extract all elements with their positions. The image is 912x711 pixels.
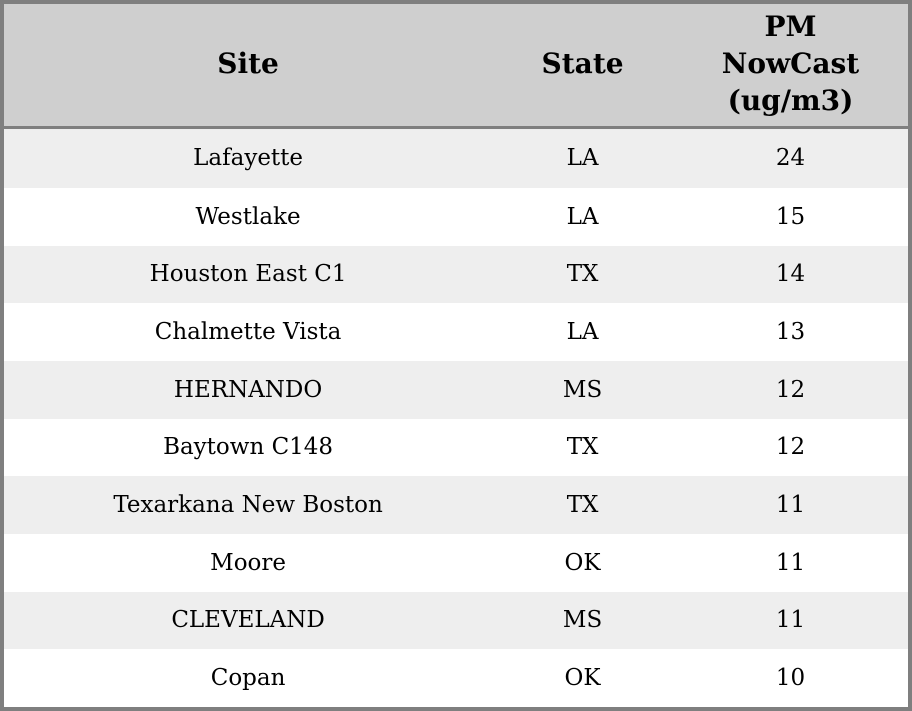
site-cell: Chalmette Vista <box>4 303 493 361</box>
pm-value-cell: 15 <box>672 187 908 246</box>
air-quality-table: Site State PM NowCast (ug/m3) Lafayette … <box>4 4 908 707</box>
pm-value-cell: 12 <box>672 360 908 419</box>
table-body: Lafayette LA 24 Westlake LA 15 Houston E… <box>4 127 908 707</box>
state-cell: LA <box>492 127 673 188</box>
table-row: Lafayette LA 24 <box>4 127 908 188</box>
header-row: Site State PM NowCast (ug/m3) <box>4 4 908 129</box>
table-row: Moore OK 11 <box>4 533 908 592</box>
pm-value-cell: 10 <box>672 649 908 707</box>
pm-value-cell: 24 <box>672 127 908 188</box>
pm-value-cell: 12 <box>672 418 908 477</box>
site-cell: Copan <box>4 649 493 707</box>
table-row: CLEVELAND MS 11 <box>4 591 908 650</box>
table-row: Copan OK 10 <box>4 649 908 707</box>
pm-value-cell: 11 <box>672 591 908 650</box>
state-cell: OK <box>492 533 673 592</box>
table-row: HERNANDO MS 12 <box>4 360 908 419</box>
site-cell: Lafayette <box>4 127 493 188</box>
site-cell: Baytown C148 <box>4 418 493 477</box>
table-row: Houston East C1 TX 14 <box>4 245 908 304</box>
column-header-site: Site <box>4 4 493 129</box>
table-row: Texarkana New Boston TX 11 <box>4 476 908 534</box>
table-row: Chalmette Vista LA 13 <box>4 303 908 361</box>
site-cell: Texarkana New Boston <box>4 476 493 534</box>
state-cell: MS <box>492 360 673 419</box>
state-cell: LA <box>492 187 673 246</box>
site-cell: CLEVELAND <box>4 591 493 650</box>
state-cell: TX <box>492 245 673 304</box>
site-cell: Moore <box>4 533 493 592</box>
column-header-pm-nowcast: PM NowCast (ug/m3) <box>672 4 908 129</box>
pm-value-cell: 11 <box>672 476 908 534</box>
state-cell: TX <box>492 476 673 534</box>
site-cell: HERNANDO <box>4 360 493 419</box>
state-cell: TX <box>492 418 673 477</box>
state-cell: MS <box>492 591 673 650</box>
column-header-state: State <box>492 4 673 129</box>
state-cell: OK <box>492 649 673 707</box>
site-cell: Westlake <box>4 187 493 246</box>
site-cell: Houston East C1 <box>4 245 493 304</box>
table-row: Baytown C148 TX 12 <box>4 418 908 477</box>
pm-value-cell: 14 <box>672 245 908 304</box>
pm-value-cell: 11 <box>672 533 908 592</box>
table-row: Westlake LA 15 <box>4 187 908 246</box>
state-cell: LA <box>492 303 673 361</box>
table-header: Site State PM NowCast (ug/m3) <box>4 4 908 129</box>
pm-value-cell: 13 <box>672 303 908 361</box>
